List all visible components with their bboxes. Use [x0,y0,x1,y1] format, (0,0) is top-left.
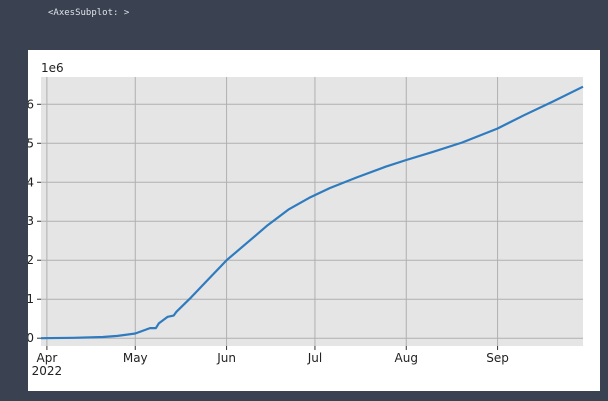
output-repr-text: <AxesSubplot: > [48,8,130,18]
x-tick-label: Sep [486,351,509,365]
x-tick-label: Jul [307,351,322,365]
y-tick-label: 6 [28,97,34,111]
x-tick-label: Aug [395,351,418,365]
x-tick-label: May [123,351,148,365]
chart-figure: 0 1 2 3 4 5 6 Apr 2022 May Jun Jul Aug Sep 1e6 [26,50,600,391]
y-tick-label: 2 [28,253,34,267]
y-tick-label: 0 [28,331,34,345]
y-tick-label: 4 [28,175,34,189]
series-line [40,85,584,340]
grid-lines [41,77,583,346]
x-tick-label: Jun [216,351,236,365]
series-lines [40,85,584,340]
y-tick-label: 5 [28,136,34,150]
x-tick-sublabel: 2022 [32,364,63,378]
axes-background [41,77,583,346]
x-tick-label: Apr [37,351,58,365]
y-tick-label: 3 [28,214,34,228]
y-scale-label: 1e6 [41,61,64,75]
y-tick-label: 1 [28,292,34,306]
